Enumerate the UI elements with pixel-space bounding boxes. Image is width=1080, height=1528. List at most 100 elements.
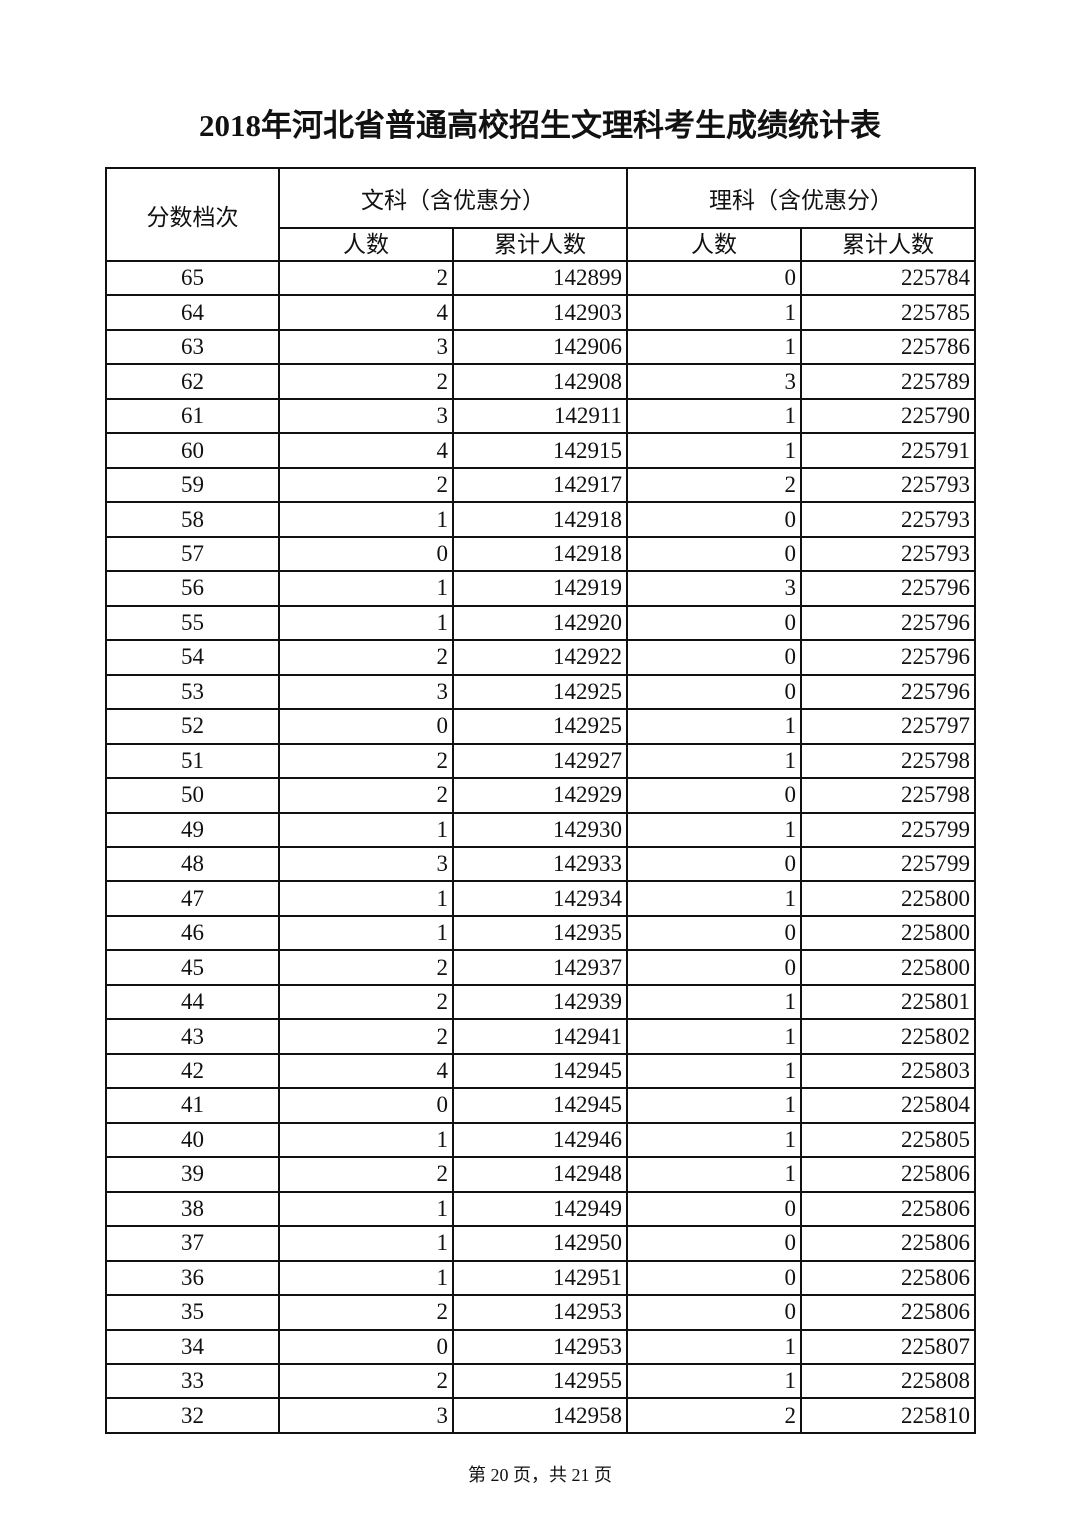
table-row: 56 1 142919 3 225796 (105, 570, 976, 607)
like-count-cell: 1 (626, 983, 802, 1021)
like-count-cell: 0 (626, 1225, 802, 1262)
like-cumulative-cell: 225796 (800, 673, 976, 711)
table-row: 62 2 142908 3 225789 (105, 363, 976, 400)
like-count-cell: 1 (626, 1156, 802, 1193)
like-count-cell: 2 (626, 1397, 802, 1434)
like-cumulative-cell: 225790 (800, 397, 976, 435)
wenke-count-cell: 3 (278, 328, 454, 366)
wenke-count-cell: 2 (278, 466, 454, 504)
table-row: 61 3 142911 1 225790 (105, 397, 976, 435)
wenke-count-cell: 2 (278, 949, 454, 986)
like-cumulative-cell: 225807 (800, 1328, 976, 1366)
like-cumulative-cell: 225784 (800, 259, 976, 297)
table-row: 47 1 142934 1 225800 (105, 880, 976, 917)
like-cumulative-cell: 225796 (800, 604, 976, 642)
like-count-cell: 0 (626, 673, 802, 711)
like-cumulative-cell: 225806 (800, 1190, 976, 1228)
table-row: 55 1 142920 0 225796 (105, 604, 976, 642)
wenke-cumulative-cell: 142934 (452, 880, 628, 917)
table-row: 40 1 142946 1 225805 (105, 1121, 976, 1159)
table-row: 46 1 142935 0 225800 (105, 914, 976, 952)
page-title: 2018年河北省普通高校招生文理科考生成绩统计表 (199, 108, 881, 143)
wenke-count-cell: 2 (278, 983, 454, 1021)
wenke-cumulative-cell: 142951 (452, 1259, 628, 1297)
table-row: 43 2 142941 1 225802 (105, 1018, 976, 1055)
wenke-cumulative-cell: 142920 (452, 604, 628, 642)
like-cumulative-cell: 225810 (800, 1397, 976, 1434)
table-row: 41 0 142945 1 225804 (105, 1087, 976, 1124)
like-count-cell: 1 (626, 1328, 802, 1366)
like-count-cell: 0 (626, 777, 802, 814)
table-row: 48 3 142933 0 225799 (105, 845, 976, 883)
table-row: 65 2 142899 0 225784 (105, 259, 976, 297)
like-count-cell: 1 (626, 880, 802, 917)
like-cumulative-cell: 225793 (800, 501, 976, 538)
score-cell: 61 (105, 397, 280, 435)
wenke-count-cell: 2 (278, 777, 454, 814)
like-cumulative-cell: 225796 (800, 570, 976, 607)
wenke-count-cell: 3 (278, 673, 454, 711)
score-cell: 50 (105, 777, 280, 814)
score-cell: 45 (105, 949, 280, 986)
table-row: 44 2 142939 1 225801 (105, 983, 976, 1021)
like-cumulative-cell: 225806 (800, 1259, 976, 1297)
wenke-count-cell: 1 (278, 1190, 454, 1228)
like-cumulative-cell: 225800 (800, 914, 976, 952)
wenke-count-cell: 1 (278, 1225, 454, 1262)
score-cell: 33 (105, 1362, 280, 1400)
wenke-count-cell: 2 (278, 1294, 454, 1331)
wenke-cumulative-cell: 142946 (452, 1121, 628, 1159)
like-cumulative-cell: 225786 (800, 328, 976, 366)
like-cumulative-cell: 225805 (800, 1121, 976, 1159)
wenke-cumulative-cell: 142917 (452, 466, 628, 504)
table-row: 33 2 142955 1 225808 (105, 1362, 976, 1400)
wenke-count-cell: 4 (278, 432, 454, 469)
like-cumulative-cell: 225785 (800, 294, 976, 331)
score-cell: 32 (105, 1397, 280, 1434)
like-cumulative-cell: 225801 (800, 983, 976, 1021)
wenke-count-cell: 1 (278, 1121, 454, 1159)
like-cumulative-cell: 225789 (800, 363, 976, 400)
wenke-cumulative-cell: 142950 (452, 1225, 628, 1262)
like-cumulative-cell: 225803 (800, 1052, 976, 1090)
like-count-cell: 1 (626, 811, 802, 848)
score-cell: 40 (105, 1121, 280, 1159)
like-count-cell: 0 (626, 259, 802, 297)
table-row: 52 0 142925 1 225797 (105, 708, 976, 745)
table-row: 64 4 142903 1 225785 (105, 294, 976, 331)
wenke-count-cell: 4 (278, 294, 454, 331)
page-number: 第 20 页，共 21 页 (468, 1465, 612, 1485)
like-count-cell: 0 (626, 501, 802, 538)
like-cumulative-cell: 225791 (800, 432, 976, 469)
wenke-count-cell: 1 (278, 604, 454, 642)
score-cell: 39 (105, 1156, 280, 1193)
wenke-count-cell: 2 (278, 1156, 454, 1193)
wenke-cumulative-cell: 142925 (452, 673, 628, 711)
wenke-cumulative-cell: 142933 (452, 845, 628, 883)
like-cumulative-cell: 225798 (800, 777, 976, 814)
wenke-count-cell: 2 (278, 1362, 454, 1400)
like-cumulative-cell: 225799 (800, 845, 976, 883)
wenke-count-cell: 1 (278, 914, 454, 952)
score-cell: 43 (105, 1018, 280, 1055)
header-like-count: 人数 (626, 227, 802, 262)
wenke-cumulative-cell: 142955 (452, 1362, 628, 1400)
wenke-cumulative-cell: 142918 (452, 501, 628, 538)
wenke-count-cell: 1 (278, 880, 454, 917)
score-cell: 38 (105, 1190, 280, 1228)
like-cumulative-cell: 225800 (800, 949, 976, 986)
wenke-count-cell: 3 (278, 1397, 454, 1434)
wenke-count-cell: 3 (278, 397, 454, 435)
table-row: 60 4 142915 1 225791 (105, 432, 976, 469)
like-cumulative-cell: 225796 (800, 639, 976, 676)
like-count-cell: 0 (626, 604, 802, 642)
table-row: 34 0 142953 1 225807 (105, 1328, 976, 1366)
score-cell: 56 (105, 570, 280, 607)
like-count-cell: 1 (626, 1121, 802, 1159)
score-cell: 47 (105, 880, 280, 917)
score-cell: 53 (105, 673, 280, 711)
wenke-cumulative-cell: 142939 (452, 983, 628, 1021)
like-cumulative-cell: 225806 (800, 1225, 976, 1262)
like-count-cell: 1 (626, 708, 802, 745)
wenke-count-cell: 0 (278, 535, 454, 573)
